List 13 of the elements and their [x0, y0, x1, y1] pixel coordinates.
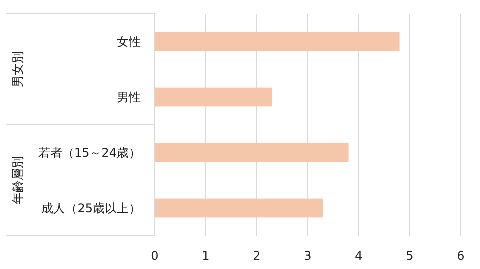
- y-tick-label: 成人（25歳以上）: [42, 201, 141, 216]
- y-tick-label: 女性: [117, 34, 141, 49]
- xtick: 4: [355, 249, 363, 263]
- xtick: 2: [253, 249, 261, 263]
- xtick: 6: [457, 249, 465, 263]
- xtick: 3: [304, 249, 312, 263]
- xtick: 1: [202, 249, 210, 263]
- y-tick-label: 男性: [117, 90, 141, 104]
- text: 男女別: [11, 52, 25, 88]
- text: 年齢層別: [11, 156, 25, 204]
- xtick: 0: [151, 249, 159, 263]
- y-tick-label: 若者（15～24歳）: [38, 146, 141, 160]
- xtick: 5: [406, 249, 414, 263]
